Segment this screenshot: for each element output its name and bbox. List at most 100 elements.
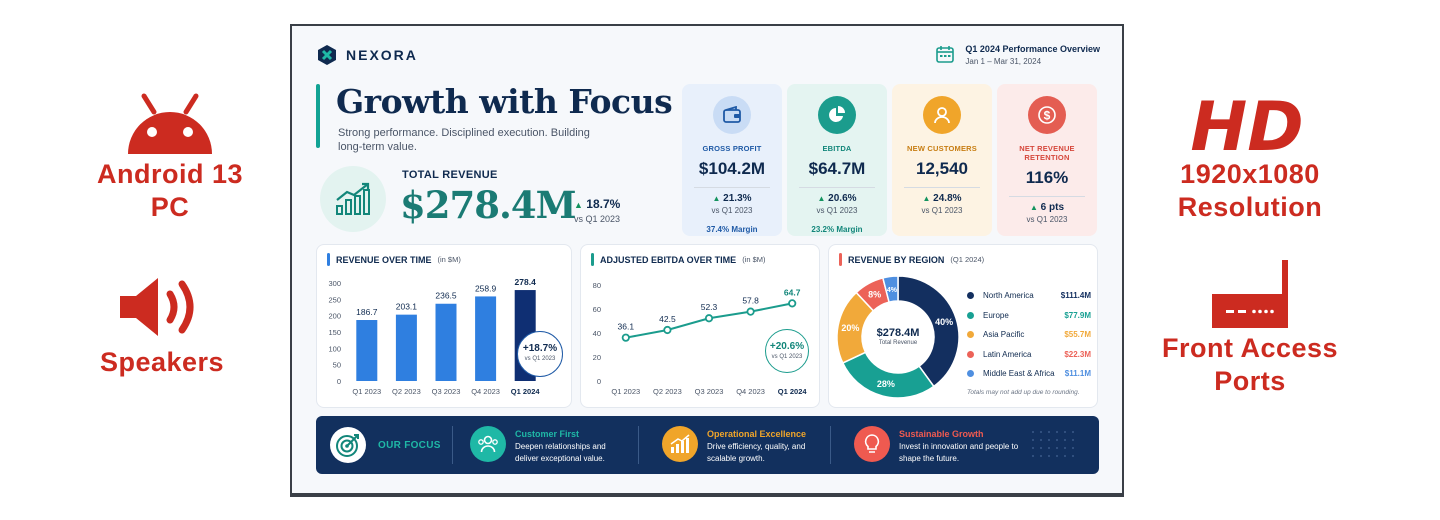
kpi-margin: 23.2% Margin <box>811 225 863 234</box>
x-tick-label: Q3 2023 <box>695 387 724 396</box>
slice-percent-label: 20% <box>841 323 859 333</box>
kpi-change-value: 20.6% <box>828 193 857 204</box>
region-donut-chart: 40% 28% 20% 8% 4% <box>836 275 960 399</box>
panel-accent-bar <box>839 253 842 266</box>
ebitda-point <box>621 333 630 342</box>
ebitda-point <box>663 325 672 335</box>
legend-region-name: Asia Pacific <box>983 330 1025 339</box>
focus-divider <box>638 426 639 464</box>
up-arrow-icon: ▲ <box>1029 203 1038 212</box>
revenue-badge <box>320 166 386 232</box>
focus-divider <box>830 426 831 464</box>
kpi-change-value: 6 pts <box>1040 202 1065 213</box>
total-revenue-value: $278.4M <box>400 183 577 227</box>
nexora-logo-icon <box>318 45 336 65</box>
revenue-growth-value: +18.7% <box>522 343 558 354</box>
ebitda-line-chart: 0 20 40 60 80 36.1 Q1 2023 42.5 Q2 2023 52.3 Q3 20… <box>593 281 808 396</box>
ebitda-point <box>704 314 714 323</box>
kpi-change-value: 24.8% <box>933 193 962 204</box>
focus-item: Operational Excellence Drive efficiency, … <box>662 426 807 465</box>
ebitda-point <box>788 299 797 308</box>
ebitda-chart-title: ADJUSTED EBITDA OVER TIME <box>600 254 737 265</box>
ebitda-chart-unit: (in $M) <box>742 255 766 264</box>
headline: Growth with Focus <box>336 82 673 121</box>
kpi-change: ▲ 20.6% <box>787 193 887 204</box>
region-chart-period: (Q1 2024) <box>950 255 985 264</box>
up-arrow-icon: ▲ <box>817 194 826 203</box>
y-tick-label: 40 <box>593 329 601 338</box>
kpi-card-net-revenue-retention: $ NET REVENUE RETENTION 116% ▲ 6 pts vs Q1 2… <box>997 84 1097 236</box>
kpi-vs: vs Q1 2023 <box>816 206 858 215</box>
hd-label-line2: Resolution <box>1177 192 1323 222</box>
kpi-icon-wrap <box>713 96 751 134</box>
legend-swatch <box>967 350 974 358</box>
y-tick-label: 80 <box>593 281 601 290</box>
kpi-label: NET REVENUE RETENTION <box>1019 144 1075 162</box>
focus-divider <box>452 426 453 464</box>
kpi-change-value: 21.3% <box>723 193 752 204</box>
android-feature: Android 13 PC <box>92 92 248 224</box>
ebitda-over-time-panel: ADJUSTED EBITDA OVER TIME (in $M) 0 20 40 6… <box>580 244 820 408</box>
focus-item: Sustainable Growth Invest in innovation a… <box>854 426 1027 465</box>
focus-item: Customer First Deepen relationships and d… <box>470 426 615 465</box>
x-tick-label: Q3 2023 <box>432 387 461 396</box>
ports-label-line2: Ports <box>1214 366 1286 396</box>
region-footnote: Totals may not add up due to rounding. <box>967 389 1080 396</box>
hd-feature: HD 1920x1080 Resolution <box>1164 92 1336 224</box>
y-tick-label: 20 <box>593 353 601 362</box>
bar-value-label: 258.9 <box>475 283 497 293</box>
donut-center-value: $278.4M <box>876 327 920 339</box>
lightbulb-icon <box>862 433 882 455</box>
region-slice <box>841 351 935 399</box>
slice-percent-label: 28% <box>877 379 895 389</box>
revenue-chart-unit: (in $M) <box>437 255 461 264</box>
y-tick-label: 200 <box>328 312 341 321</box>
calendar-icon <box>936 46 955 63</box>
focus-icon-wrap <box>854 426 890 462</box>
x-tick-label: Q2 2023 <box>392 387 421 396</box>
legend-region-value: $77.9M <box>1064 310 1091 320</box>
focus-target-badge <box>330 427 366 463</box>
legend-region-value: $11.1M <box>1064 369 1091 378</box>
x-tick-label: Q2 2023 <box>653 387 682 396</box>
kpi-icon-wrap <box>923 96 961 134</box>
growth-chart-icon <box>669 434 691 454</box>
ports-feature: Front Access Ports <box>1158 258 1342 398</box>
region-slice <box>881 275 899 304</box>
x-tick-label: Q4 2023 <box>471 387 500 396</box>
total-revenue-change-value: 18.7% <box>586 197 621 211</box>
ebitda-growth-value: +20.6% <box>769 341 805 352</box>
legend-region-value: $55.7M <box>1064 330 1091 339</box>
period-range: Jan 1 – Mar 31, 2024 <box>965 57 1042 66</box>
android-label-line1: Android 13 <box>96 159 243 189</box>
legend-swatch <box>967 370 974 377</box>
slice-percent-label: 40% <box>935 317 953 327</box>
ebitda-point <box>746 307 755 316</box>
point-value-label: 42.5 <box>659 314 676 324</box>
x-tick-label: Q1 2023 <box>611 387 640 396</box>
revenue-bar-chart: 0 50 100 150 200 250 300 186.7 Q1 2023 203.1 Q2 20… <box>328 277 540 396</box>
point-value-label: 36.1 <box>618 322 635 332</box>
legend-region-name: Middle East & Africa <box>983 369 1055 378</box>
panel-accent-bar <box>591 253 594 266</box>
slice-percent-label: 8% <box>868 289 881 299</box>
revenue-growth-badge: +18.7% vs Q1 2023 <box>517 331 563 377</box>
y-tick-label: 0 <box>597 377 601 386</box>
donut-center-label: Total Revenue <box>878 340 918 346</box>
target-icon <box>336 434 359 457</box>
focus-title: Sustainable Growth <box>899 429 984 439</box>
x-tick-label: Q1 2024 <box>778 387 808 396</box>
kpi-value: 12,540 <box>916 159 968 178</box>
people-icon <box>477 434 499 454</box>
bar-value-label: 236.5 <box>435 291 457 301</box>
y-tick-label: 150 <box>328 328 341 337</box>
kpi-card-new-customers: NEW CUSTOMERS 12,540 ▲ 24.8% vs Q1 2023 <box>892 84 992 236</box>
point-value-label: 57.8 <box>742 296 759 306</box>
slice-percent-label: 4% <box>887 287 898 294</box>
speakers-feature: Speakers <box>92 272 232 379</box>
kpi-divider <box>1009 196 1085 197</box>
legend-swatch <box>967 311 974 319</box>
subheadline: Strong performance. Disciplined executio… <box>338 127 590 153</box>
user-icon <box>932 105 952 125</box>
region-legend-item: North America $111.4M <box>967 291 1091 300</box>
